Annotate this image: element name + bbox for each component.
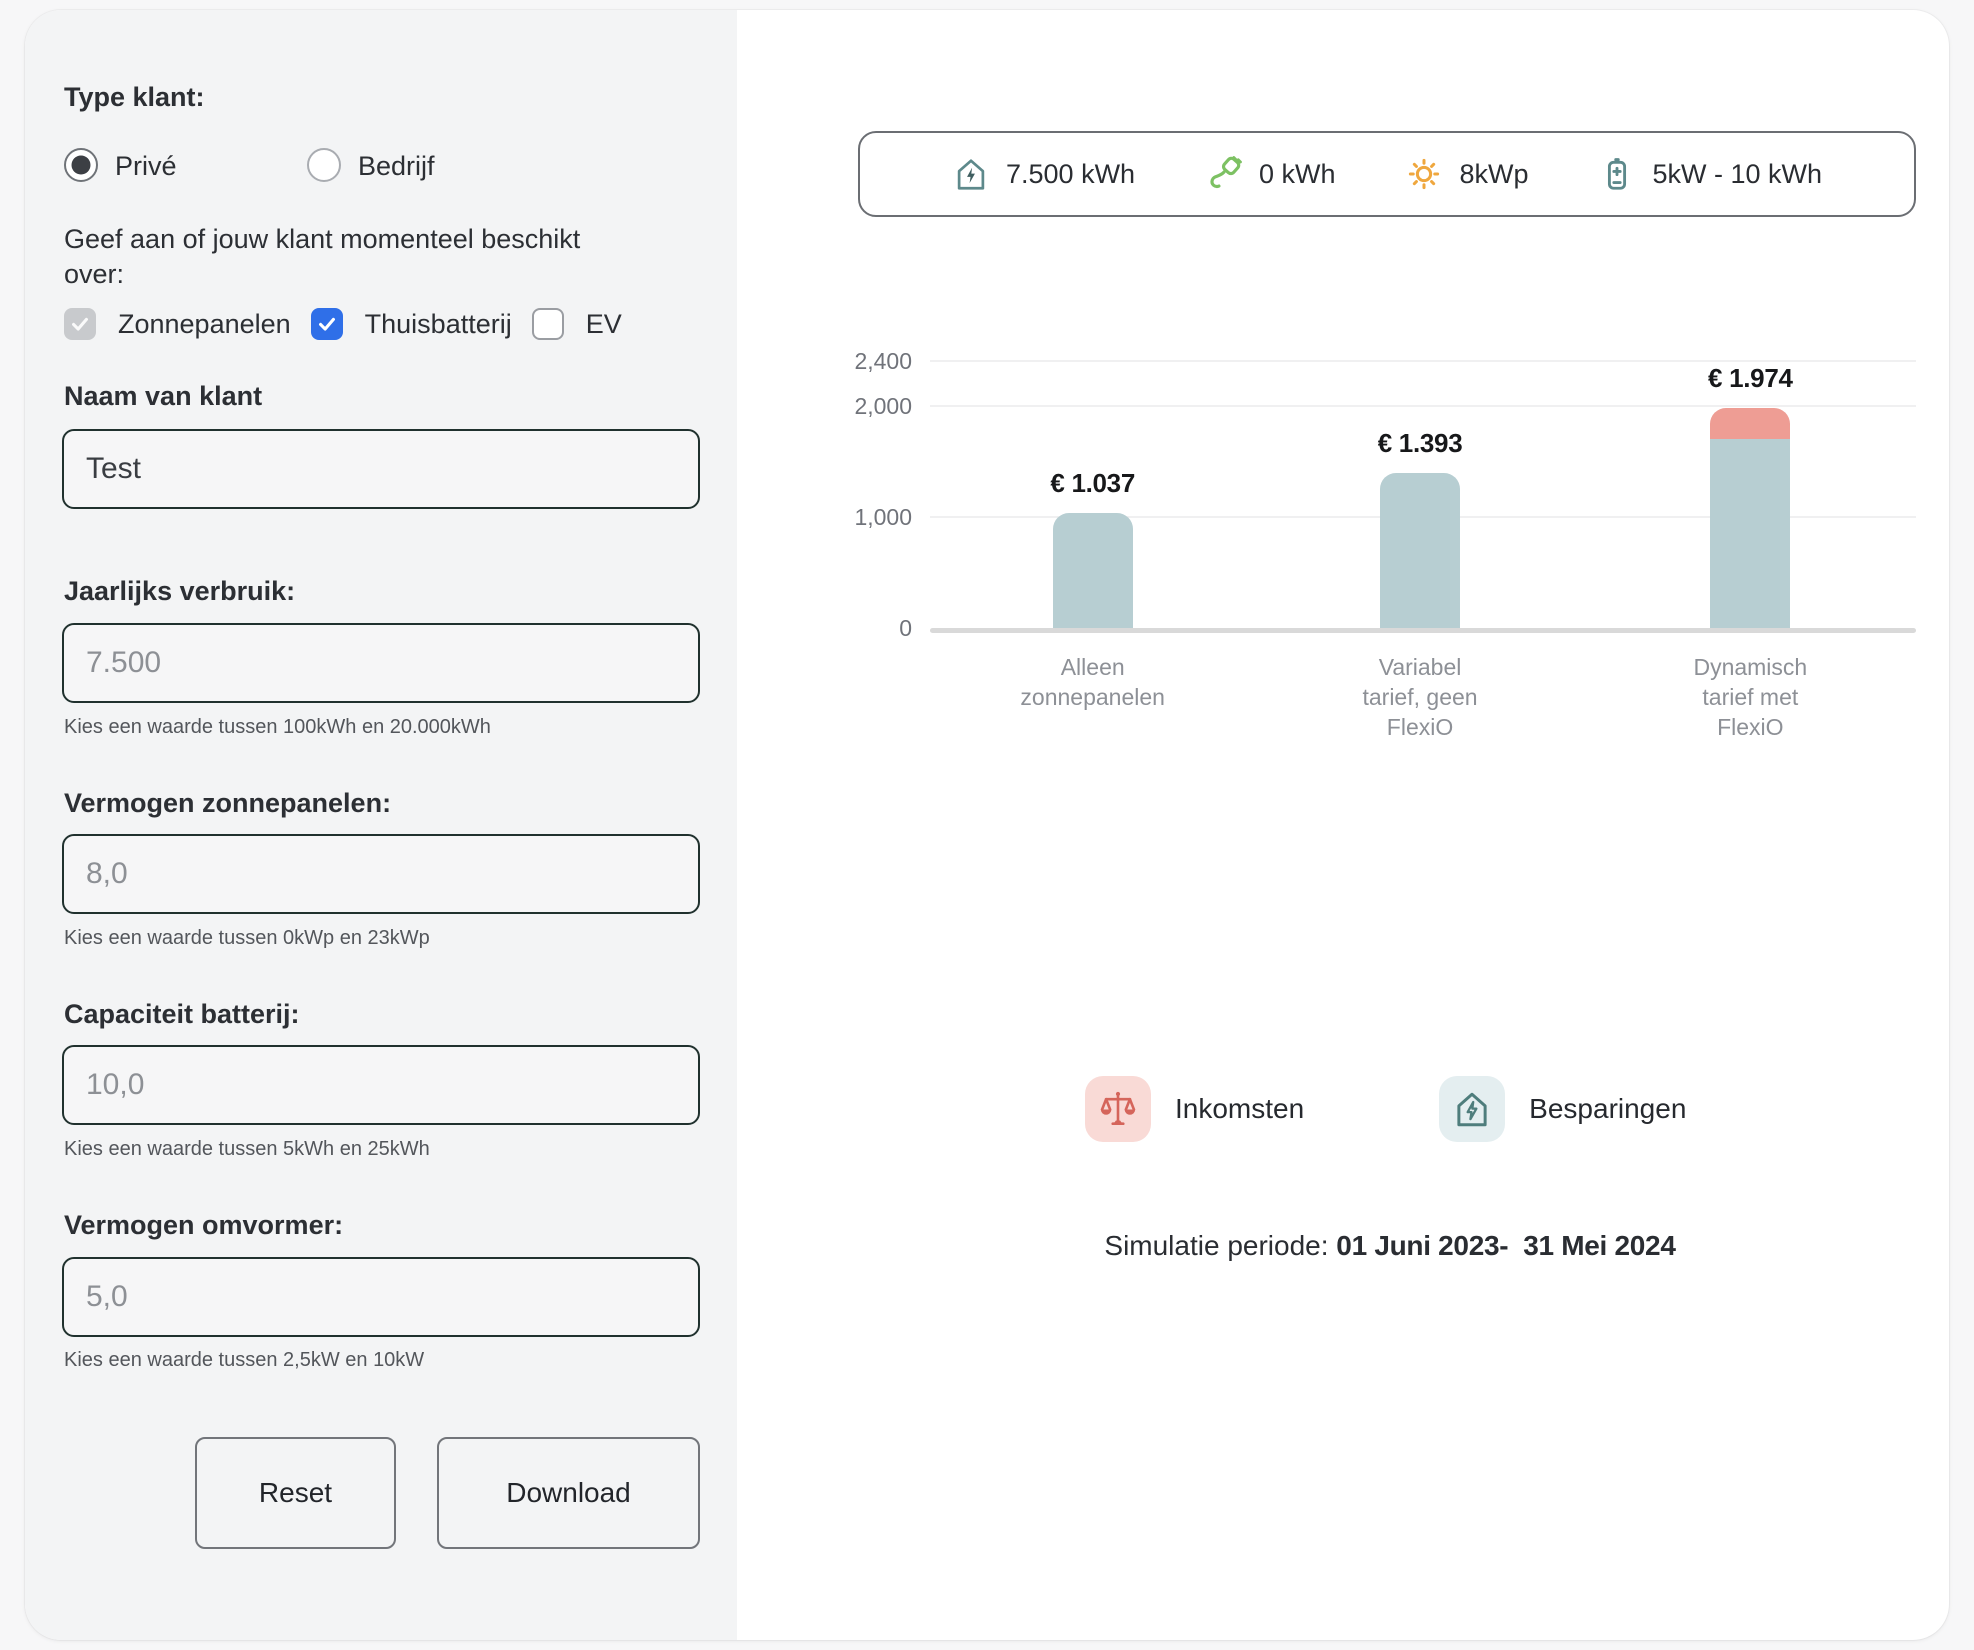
house-energy-icon [1457,1092,1487,1127]
vermogen-omvormer-hint: Kies een waarde tussen 2,5kW en 10kW [64,1349,425,1371]
checkbox-ev[interactable] [531,308,564,340]
bar-value-label: € 1.974 [1708,363,1793,394]
vermogen-zonnepanelen-hint: Kies een waarde tussen 0kWp en 23kWp [64,927,430,949]
stat-consumption-value: 7.500 kWh [1006,158,1136,189]
chart-legend: Inkomsten Besparingen [1085,1076,1686,1142]
download-button[interactable]: Download [437,1437,700,1549]
bar-segment-besparingen [1380,473,1461,628]
form-panel [25,10,737,1640]
y-tick-label: 2,400 [854,348,912,374]
x-axis-line [930,628,1916,633]
simulation-period-dates: 01 Juni 2023- 31 Mei 2024 [1336,1230,1676,1261]
stat-solar: 8kWp [1405,155,1529,193]
y-tick-label: 1,000 [854,503,912,530]
jaarlijks-verbruik-input[interactable] [62,623,700,703]
bar-segment-inkomsten [1710,408,1791,439]
stat-ev-value: 0 kWh [1259,158,1336,189]
capaciteit-batterij-label: Capaciteit batterij: [64,999,300,1029]
check-icon [318,317,335,331]
vermogen-zonnepanelen-label: Vermogen zonnepanelen: [64,788,392,818]
bar [1710,408,1791,628]
y-tick-label: 2,000 [854,392,912,419]
summary-stats-bar: 7.500 kWh 0 kWh 8kWp [858,131,1916,217]
bar [1052,512,1133,628]
capaciteit-batterij-input[interactable] [62,1045,700,1125]
vermogen-omvormer-label: Vermogen omvormer: [64,1210,344,1240]
ev-charger-icon [1210,156,1242,188]
jaarlijks-verbruik-hint: Kies een waarde tussen 100kWh en 20.000k… [64,716,491,738]
checkbox-thuisbatterij[interactable] [310,308,343,340]
capaciteit-batterij-hint: Kies een waarde tussen 5kWh en 25kWh [64,1138,430,1160]
simulation-period-label: Simulatie periode: [1104,1230,1337,1261]
gridline [930,360,1916,362]
bar-value-label: € 1.037 [1050,467,1136,498]
inkomsten-label: Inkomsten [1175,1093,1305,1124]
naam-klant-input[interactable] [62,429,700,509]
legend-item-besparingen: Besparingen [1439,1076,1686,1142]
stat-consumption: 7.500 kWh [952,155,1135,193]
balance-scale-icon [1100,1091,1136,1126]
checkbox-thuisbatterij-label: Thuisbatterij [364,308,512,339]
stat-solar-value: 8kWp [1459,158,1529,189]
checkbox-ev-label: EV [585,308,622,339]
radio-bedrijf[interactable] [307,148,341,182]
stat-ev: 0 kWh [1205,155,1336,193]
chart-y-axis: 0 1,000 2,000 2,400 [780,348,912,641]
bar [1380,473,1461,628]
house-energy-icon [957,159,985,190]
bar-segment-besparingen [1710,438,1791,628]
y-tick-label: 0 [899,615,912,641]
jaarlijks-verbruik-label: Jaarlijks verbruik: [64,576,296,606]
beschikt-label: Geef aan of jouw klant momenteel beschik… [64,224,581,289]
bar-segment-besparingen [1052,512,1133,628]
vermogen-zonnepanelen-input[interactable] [62,834,700,914]
radio-prive[interactable] [64,148,98,182]
bar-chart: € 1.037 Alleen zonnepanelen € 1.393 Variabe… [930,360,1916,740]
vermogen-omvormer-input[interactable] [62,1257,700,1337]
reset-button[interactable]: Reset [195,1437,396,1549]
besparingen-swatch [1439,1076,1506,1142]
bar-value-label: € 1.393 [1377,428,1463,459]
category-label: Dynamisch tarief met FlexiO [1693,654,1808,740]
besparingen-label: Besparingen [1529,1093,1687,1124]
inkomsten-swatch [1085,1076,1151,1142]
type-klant-label: Type klant: [64,82,205,112]
category-label: Alleen zonnepanelen [1020,654,1165,710]
legend-item-inkomsten: Inkomsten [1085,1076,1304,1142]
checkbox-zonnepanelen[interactable] [64,308,96,340]
category-label: Variabel tarief, geen FlexiO [1362,654,1478,740]
radio-bedrijf-label: Bedrijf [358,151,435,181]
stat-battery: 5kW - 10 kWh [1598,155,1822,193]
radio-prive-label: Privé [115,151,177,181]
battery-icon [1608,158,1627,190]
beschikt-checkbox-group: Zonnepanelen Thuisbatterij EV [64,308,622,340]
simulation-period: Simulatie periode: 01 Juni 2023- 31 Mei … [1070,1230,1710,1262]
stat-battery-value: 5kW - 10 kWh [1652,158,1822,189]
type-klant-radio-group: Privé Bedrijf [64,146,684,186]
naam-klant-label: Naam van klant [64,381,263,411]
check-icon [72,317,88,331]
sun-icon [1409,158,1440,190]
gridline [930,404,1916,407]
checkbox-zonnepanelen-label: Zonnepanelen [118,308,291,339]
